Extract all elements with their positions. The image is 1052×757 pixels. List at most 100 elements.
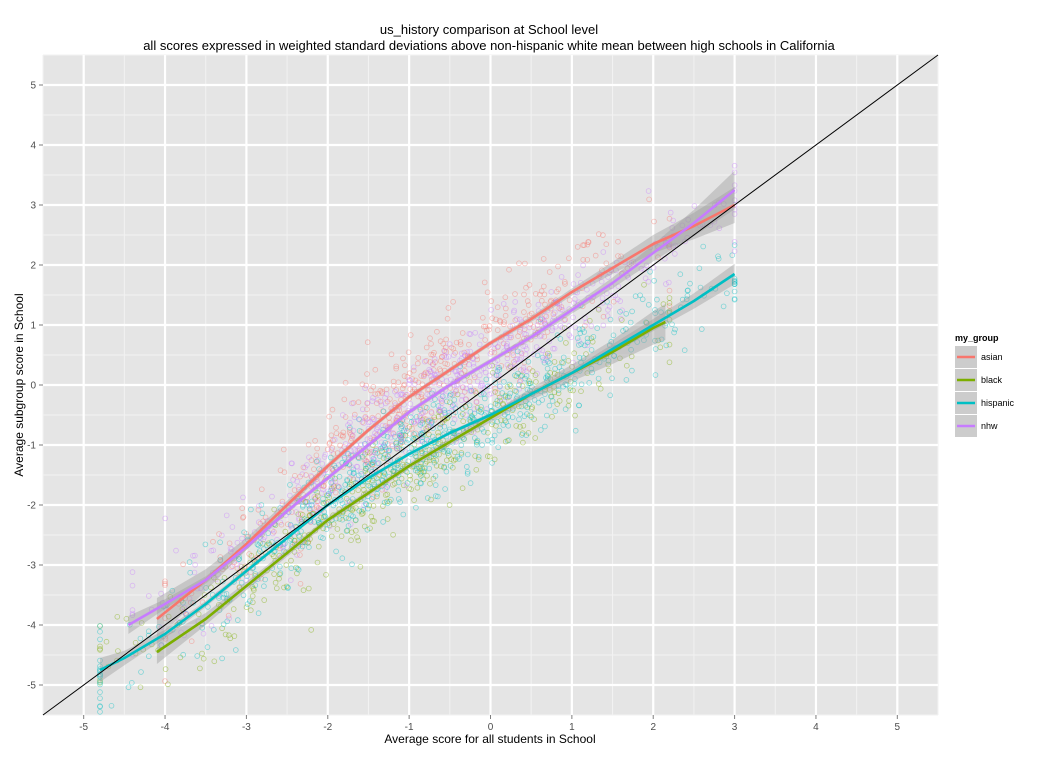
data-point-hispanic xyxy=(238,579,245,586)
data-point-black xyxy=(555,390,562,397)
data-point-asian xyxy=(666,244,673,251)
data-point-nhw xyxy=(731,248,738,255)
data-point-asian xyxy=(339,432,346,439)
data-point-asian xyxy=(420,373,427,380)
data-point-hispanic xyxy=(497,383,503,390)
data-point-hispanic xyxy=(643,319,649,326)
data-point-black xyxy=(430,475,437,482)
data-point-hispanic xyxy=(493,372,500,379)
data-point-nhw xyxy=(261,534,268,540)
data-point-nhw xyxy=(511,307,518,314)
data-point-hispanic xyxy=(397,421,404,427)
data-point-black xyxy=(506,437,512,443)
data-point-asian xyxy=(441,347,447,354)
data-point-hispanic xyxy=(469,414,476,421)
data-point-asian xyxy=(538,297,545,304)
data-point-black xyxy=(291,537,298,544)
y-tick-label: 3 xyxy=(30,201,36,212)
data-point-hispanic xyxy=(395,496,402,502)
data-point-black xyxy=(138,620,145,626)
data-point-nhw xyxy=(428,369,434,375)
data-point-nhw xyxy=(559,324,566,331)
data-point-hispanic xyxy=(581,342,588,349)
data-point-black xyxy=(291,537,298,544)
data-point-asian xyxy=(370,494,377,500)
data-point-asian xyxy=(562,316,568,323)
data-point-nhw xyxy=(345,422,351,428)
data-point-nhw xyxy=(570,359,576,366)
data-point-nhw xyxy=(237,563,244,569)
data-point-hispanic xyxy=(392,433,398,440)
data-point-hispanic xyxy=(245,533,252,540)
data-point-nhw xyxy=(476,372,483,379)
data-point-black xyxy=(361,523,368,530)
data-point-black xyxy=(221,575,228,581)
legend-title: my_group xyxy=(955,333,999,343)
data-point-asian xyxy=(537,291,543,298)
data-point-black xyxy=(486,453,493,460)
data-point-hispanic xyxy=(395,479,402,486)
data-point-asian xyxy=(374,400,380,407)
data-point-asian xyxy=(340,429,347,436)
data-point-asian xyxy=(398,434,405,440)
data-point-asian xyxy=(418,391,425,398)
data-point-nhw xyxy=(286,492,293,499)
data-point-asian xyxy=(388,351,395,358)
data-point-asian xyxy=(651,218,657,225)
data-point-black xyxy=(338,533,345,539)
legend-label-hispanic: hispanic xyxy=(981,398,1015,408)
data-point-asian xyxy=(540,256,547,262)
data-point-hispanic xyxy=(652,346,659,352)
data-point-asian xyxy=(428,340,434,347)
data-point-asian xyxy=(442,360,449,367)
data-point-black xyxy=(208,584,214,591)
data-point-black xyxy=(414,436,421,442)
data-point-black xyxy=(413,453,420,460)
data-point-asian xyxy=(506,365,512,371)
data-point-asian xyxy=(440,416,446,423)
data-point-hispanic xyxy=(350,513,356,520)
data-point-nhw xyxy=(506,334,513,341)
data-point-nhw xyxy=(691,203,698,209)
data-point-hispanic xyxy=(517,373,524,379)
data-point-black xyxy=(97,677,103,684)
data-point-hispanic xyxy=(606,342,613,349)
data-point-hispanic xyxy=(381,499,388,506)
data-point-nhw xyxy=(371,456,378,463)
data-point-asian xyxy=(488,349,495,355)
data-point-hispanic xyxy=(441,423,448,430)
data-point-hispanic xyxy=(542,391,548,397)
data-point-black xyxy=(475,456,482,463)
data-point-black xyxy=(473,438,480,445)
data-point-black xyxy=(566,397,572,404)
data-point-asian xyxy=(412,377,419,384)
data-point-hispanic xyxy=(328,479,335,486)
data-point-asian xyxy=(592,252,599,259)
data-point-black xyxy=(428,454,434,460)
data-point-black xyxy=(666,295,673,301)
data-point-nhw xyxy=(342,441,349,447)
data-point-asian xyxy=(466,378,473,385)
data-point-asian xyxy=(550,311,557,318)
data-point-hispanic xyxy=(417,422,424,428)
data-point-hispanic xyxy=(446,448,453,454)
data-point-hispanic xyxy=(339,516,346,523)
data-point-hispanic xyxy=(363,465,370,472)
data-point-asian xyxy=(584,256,591,263)
data-point-asian xyxy=(666,303,673,309)
data-point-asian xyxy=(297,473,303,480)
data-point-asian xyxy=(424,386,431,393)
legend-label-black: black xyxy=(981,375,1003,385)
data-point-black xyxy=(382,492,389,498)
data-point-hispanic xyxy=(404,480,411,486)
data-point-black xyxy=(390,531,396,538)
data-point-nhw xyxy=(296,517,303,523)
data-point-hispanic xyxy=(378,445,384,452)
data-point-hispanic xyxy=(578,359,584,366)
data-point-black xyxy=(294,570,300,577)
data-point-black xyxy=(282,528,289,535)
data-point-hispanic xyxy=(505,414,512,420)
data-point-black xyxy=(549,413,555,420)
data-point-asian xyxy=(386,415,392,421)
data-point-hispanic xyxy=(523,432,530,439)
